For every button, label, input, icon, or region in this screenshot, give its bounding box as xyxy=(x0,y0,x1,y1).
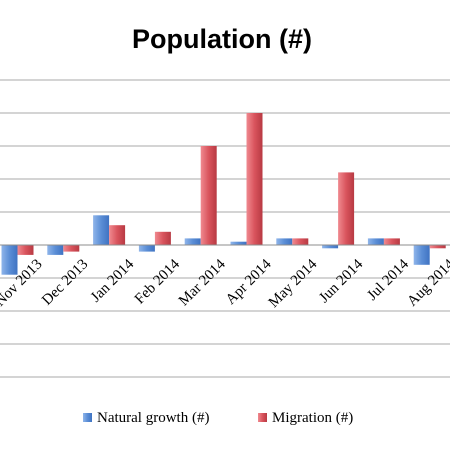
bar-natural-growth xyxy=(230,241,247,245)
bar-migration xyxy=(383,238,400,245)
bar-natural-growth xyxy=(276,238,293,245)
x-tick-label: Mar 2014 xyxy=(176,256,229,309)
bar-natural-growth xyxy=(184,238,201,245)
chart-title: Population (#) xyxy=(132,24,312,54)
bar-natural-growth xyxy=(322,245,339,249)
bar-migration xyxy=(200,146,217,245)
bar-migration xyxy=(154,231,171,245)
bar-natural-growth xyxy=(367,238,384,245)
x-tick-label: May 2014 xyxy=(266,256,321,311)
bar-migration xyxy=(109,225,126,245)
bar-migration xyxy=(338,172,355,245)
x-tick-label: Jan 2014 xyxy=(88,256,138,306)
gridlines xyxy=(0,79,450,378)
legend-label: Migration (#) xyxy=(272,410,353,426)
bar-migration xyxy=(63,245,80,252)
bar-migration xyxy=(17,245,34,255)
legend-swatch xyxy=(83,413,92,422)
x-tick-label: Feb 2014 xyxy=(132,256,183,307)
bar-migration xyxy=(429,245,446,249)
bar-migration xyxy=(292,238,309,245)
x-tick-label: Dec 2013 xyxy=(39,256,91,308)
bar-natural-growth xyxy=(138,245,155,252)
bar-natural-growth xyxy=(413,245,430,265)
legend-swatch xyxy=(258,413,267,422)
bar-natural-growth xyxy=(93,215,110,245)
bar-natural-growth xyxy=(47,245,64,255)
bar-migration xyxy=(246,113,263,245)
x-tick-label: Jun 2014 xyxy=(316,256,366,306)
bar-natural-growth xyxy=(1,245,18,275)
bars xyxy=(1,113,446,275)
legend-label: Natural growth (#) xyxy=(97,410,209,426)
legend: Natural growth (#) Migration (#) xyxy=(83,410,353,426)
